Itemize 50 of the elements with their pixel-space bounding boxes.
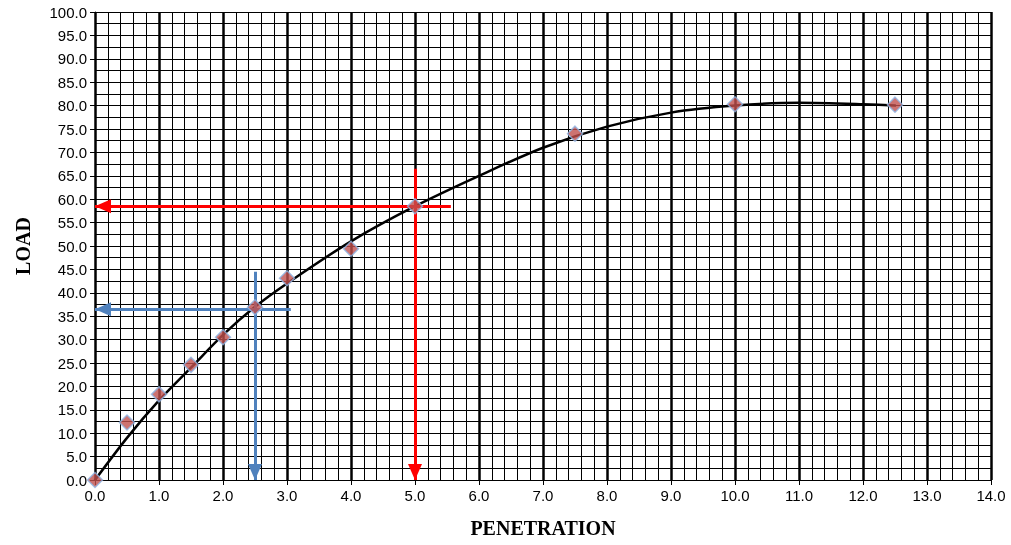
point [182,356,200,374]
y-tick-label: 40.0 [57,284,87,302]
x-tick-label: 4.0 [340,487,362,504]
y-tick-label: 35.0 [57,307,87,325]
x-tick-label: 14.0 [976,487,1006,504]
y-tick-label: 20.0 [57,377,87,395]
point [86,471,104,489]
x-tick-label: 8.0 [596,487,618,504]
y-tick-label: 90.0 [57,50,87,68]
point [246,299,264,316]
x-tick-label: 9.0 [660,487,682,504]
x-axis-title: PENETRATION [470,517,617,539]
point [214,329,232,346]
y-tick-label: 15.0 [57,401,87,419]
x-tick-label: 5.0 [404,487,426,504]
y-tick-label: 55.0 [57,214,87,232]
y-tick-label: 95.0 [57,26,87,44]
y-tick-label: 60.0 [57,190,87,208]
x-tick-label: 2.0 [212,487,234,504]
x-tick-label: 7.0 [532,487,554,504]
y-tick-label: 45.0 [57,260,87,278]
y-tick-label: 0.0 [66,471,87,489]
y-axis-title: LOAD [12,217,34,275]
point [150,386,168,403]
y-tick-label: 100.0 [49,3,87,21]
point [726,95,744,113]
x-tick-label: 6.0 [468,487,490,504]
x-tick-label: 3.0 [276,487,298,504]
y-tick-label: 25.0 [57,354,87,372]
point [118,414,136,431]
x-tick-label: 13.0 [912,487,942,504]
point [342,240,360,258]
y-tick-label: 30.0 [57,331,87,349]
x-tick-label: 0.0 [84,487,106,504]
y-tick-label: 65.0 [57,167,87,185]
y-tick-label: 75.0 [57,120,87,138]
point [406,197,424,215]
x-tick-label: 12.0 [848,487,878,504]
y-tick-label: 10.0 [57,424,87,442]
point [566,125,584,142]
x-tick-label: 1.0 [148,487,170,504]
y-tick-label: 70.0 [57,143,87,161]
point [886,96,904,113]
y-tick-label: 85.0 [57,73,87,91]
point [278,270,296,287]
x-tick-label: 11.0 [784,487,814,504]
y-tick-label: 50.0 [57,237,87,255]
y-tick-label: 5.0 [66,448,87,466]
y-tick-label: 80.0 [57,97,87,115]
x-tick-label: 10.0 [720,487,750,504]
